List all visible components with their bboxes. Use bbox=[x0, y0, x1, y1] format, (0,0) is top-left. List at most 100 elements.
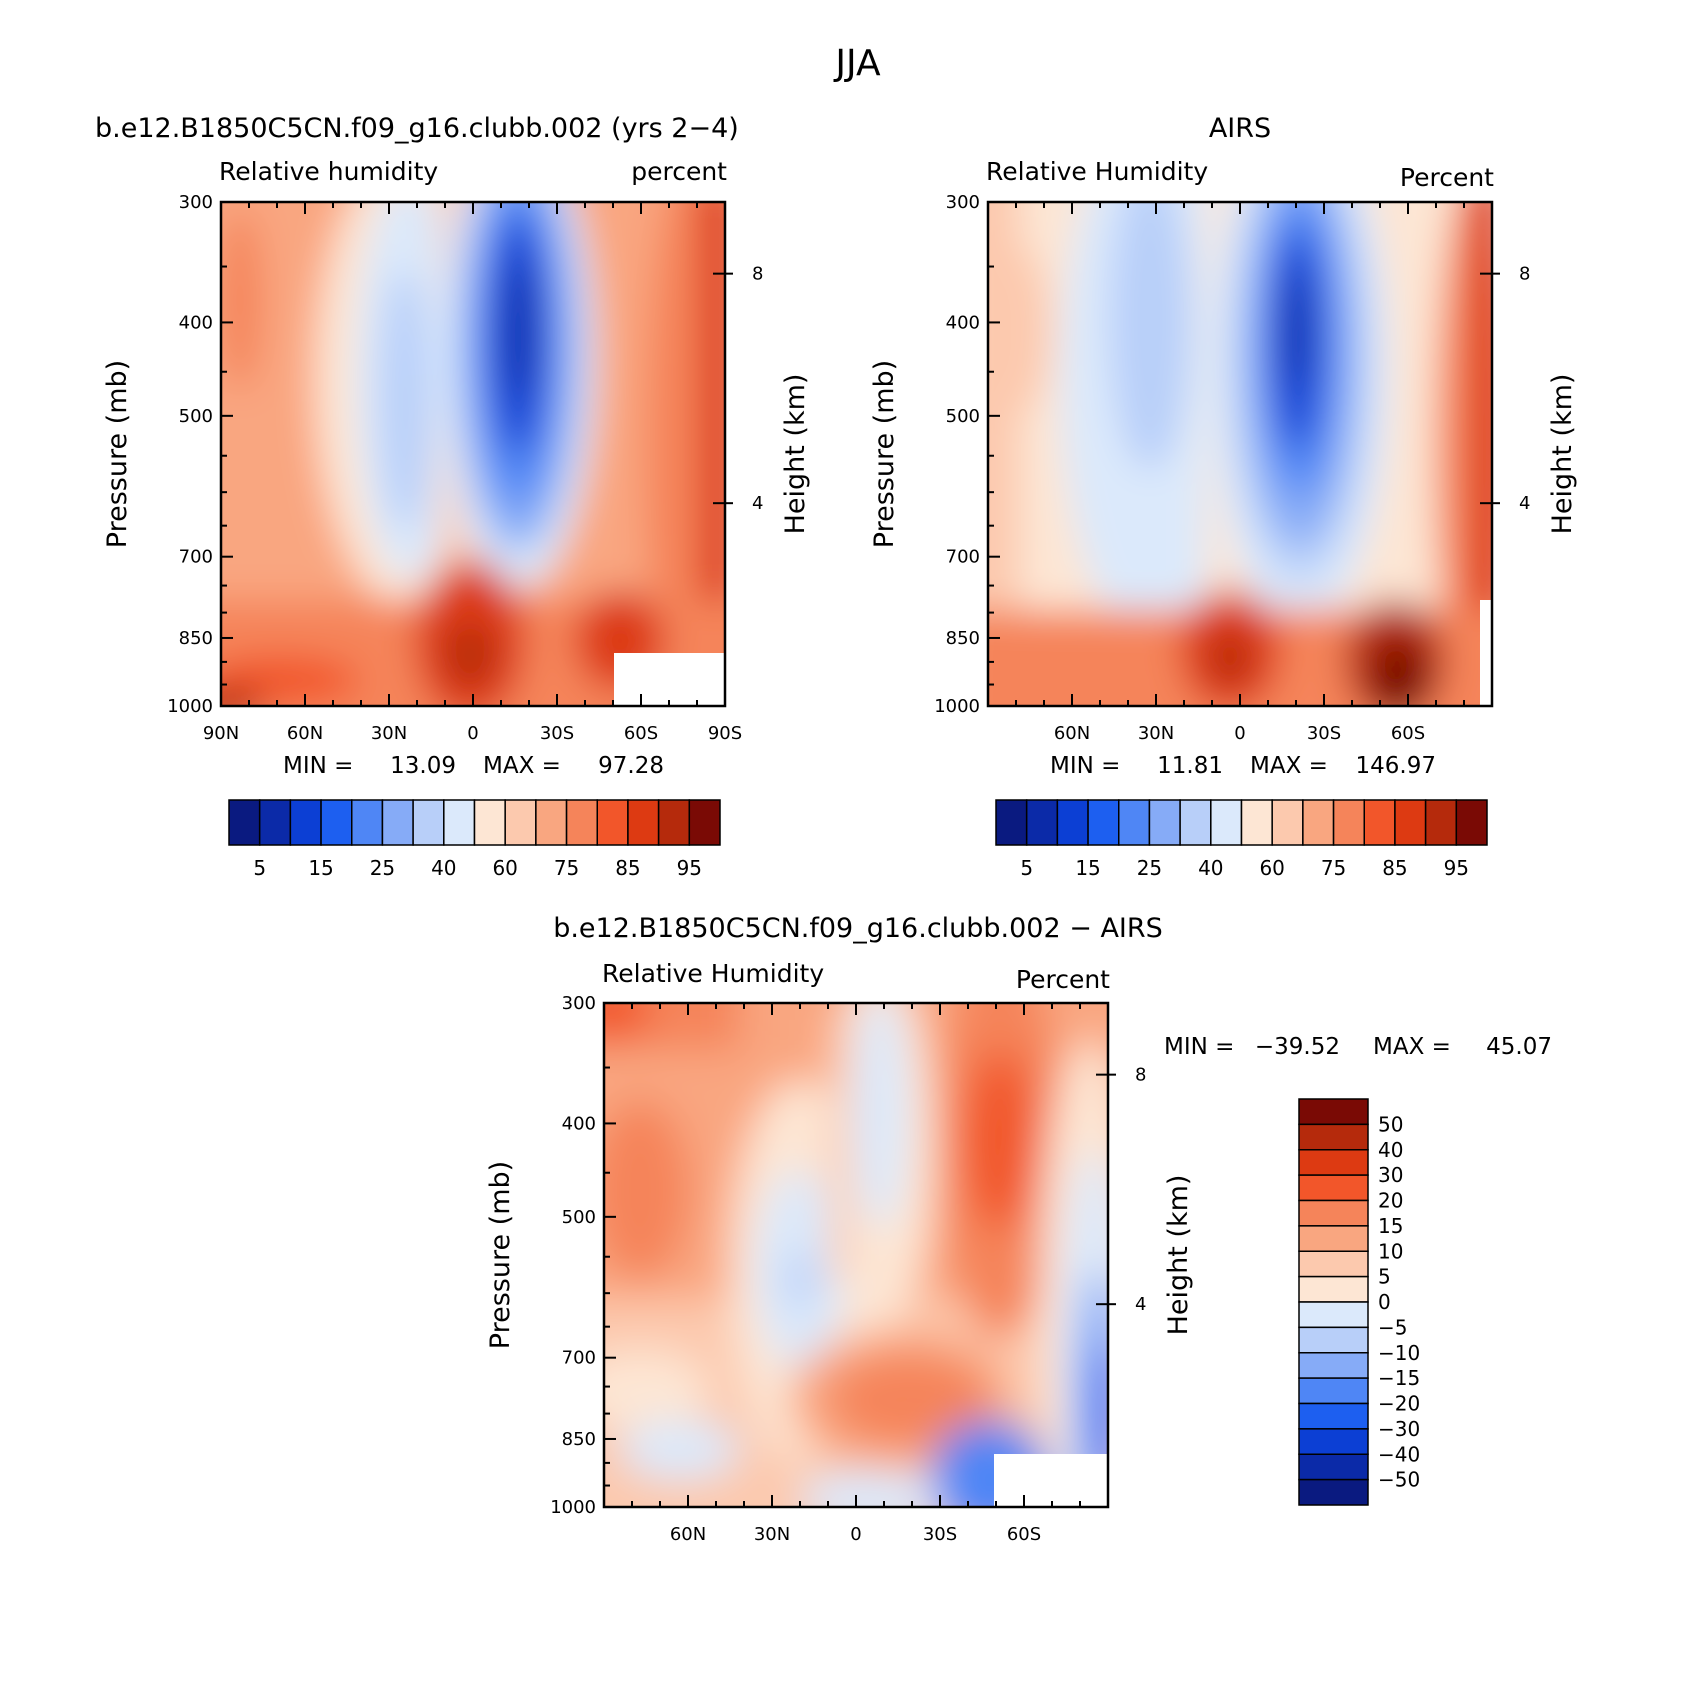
min-label-model: MIN = bbox=[283, 753, 353, 779]
colorbar-box bbox=[1298, 1478, 1369, 1506]
colorbar-label: 60 bbox=[1259, 856, 1284, 880]
colorbar-box bbox=[473, 799, 506, 846]
colorbar-box bbox=[565, 799, 598, 846]
colorbar-obs: 5 15 25 40 60 75 85 95 bbox=[995, 799, 1488, 880]
units-label-model: percent bbox=[631, 157, 727, 186]
colorbar-box bbox=[1298, 1123, 1369, 1151]
min-label-diff: MIN = bbox=[1164, 1034, 1234, 1060]
x-ticks-model: 90N 60N 30N 0 30S 60S 90S bbox=[203, 202, 742, 744]
colorbar-label: 25 bbox=[370, 856, 395, 880]
colorbar-box bbox=[1148, 799, 1181, 846]
panel-obs: AIRS Relative Humidity Percent bbox=[869, 113, 1578, 880]
colorbar-label: −20 bbox=[1378, 1392, 1420, 1416]
x-tick-label: 0 bbox=[1234, 723, 1245, 744]
variable-label-model: Relative humidity bbox=[219, 157, 438, 186]
colorbar-label: 15 bbox=[1075, 856, 1100, 880]
variable-label-obs: Relative Humidity bbox=[986, 157, 1208, 186]
colorbar-label: 10 bbox=[1378, 1239, 1403, 1263]
colorbar-box bbox=[1332, 799, 1365, 846]
colorbar-box bbox=[1298, 1275, 1369, 1303]
y-axis-title-obs: Pressure (mb) bbox=[869, 360, 900, 548]
colorbar-box bbox=[1298, 1149, 1369, 1176]
min-value-obs: 11.81 bbox=[1157, 753, 1223, 779]
colorbar-label: 75 bbox=[554, 856, 579, 880]
max-label-diff: MAX = bbox=[1373, 1034, 1451, 1060]
stats-obs: MIN = 11.81 MAX = 146.97 bbox=[1050, 753, 1436, 779]
colorbar-box bbox=[535, 799, 568, 846]
colorbar-model: 5 15 25 40 60 75 85 95 bbox=[228, 799, 721, 880]
x-tick-label: 60N bbox=[287, 723, 323, 744]
colorbar-box bbox=[228, 799, 261, 846]
x-tick-label: 30N bbox=[371, 723, 407, 744]
colorbar-label: −5 bbox=[1378, 1315, 1407, 1339]
variable-label-diff: Relative Humidity bbox=[602, 959, 824, 988]
colorbar-label: 15 bbox=[1378, 1214, 1403, 1238]
y2-tick-label: 8 bbox=[1519, 264, 1530, 285]
colorbar-label: 75 bbox=[1321, 856, 1346, 880]
colorbar-box bbox=[1394, 799, 1427, 846]
y-tick-label: 500 bbox=[562, 1207, 596, 1228]
colorbar-label: 5 bbox=[253, 856, 266, 880]
min-value-diff: −39.52 bbox=[1255, 1034, 1340, 1060]
y2-tick-label: 4 bbox=[752, 493, 763, 514]
colorbar-box bbox=[627, 799, 660, 846]
y2-ticks-obs: 84 bbox=[1480, 264, 1530, 514]
colorbar-box bbox=[1056, 799, 1089, 846]
colorbar-label: −15 bbox=[1378, 1366, 1420, 1390]
x-tick-label: 0 bbox=[467, 723, 478, 744]
x-tick-label: 90S bbox=[708, 723, 742, 744]
panel-title-diff: b.e12.B1850C5CN.f09_g16.clubb.002 − AIRS bbox=[553, 913, 1163, 944]
colorbar-label: 30 bbox=[1378, 1163, 1403, 1187]
colorbar-box bbox=[1087, 799, 1120, 846]
x-tick-label: 30S bbox=[923, 1524, 957, 1545]
x-ticks-obs: 60N 30N 0 30S 60S bbox=[987, 202, 1493, 744]
y-axis-title-diff: Pressure (mb) bbox=[485, 1161, 516, 1349]
colorbar-box bbox=[504, 799, 537, 846]
max-label-model: MAX = bbox=[483, 753, 561, 779]
y-tick-label: 850 bbox=[946, 628, 980, 649]
panel-diff: b.e12.B1850C5CN.f09_g16.clubb.002 − AIRS… bbox=[485, 913, 1552, 1545]
colorbar-box bbox=[1025, 799, 1059, 846]
colorbar-box bbox=[1363, 799, 1396, 846]
colorbar-box bbox=[1298, 1199, 1369, 1227]
x-tick-label: 60S bbox=[1007, 1524, 1041, 1545]
min-label-obs: MIN = bbox=[1050, 753, 1120, 779]
min-value-model: 13.09 bbox=[390, 753, 456, 779]
stats-diff: MIN = −39.52 MAX = 45.07 bbox=[1164, 1034, 1552, 1060]
y2-tick-label: 4 bbox=[1135, 1294, 1146, 1315]
colorbar-box bbox=[1298, 1098, 1369, 1126]
colorbar-label: −30 bbox=[1378, 1417, 1420, 1441]
y-ticks-obs: 300 400 500 700 850 1000 bbox=[934, 192, 1000, 717]
x-tick-label: 60N bbox=[1054, 723, 1090, 744]
y-tick-label: 1000 bbox=[934, 696, 980, 717]
colorbar-label: 40 bbox=[431, 856, 456, 880]
x-tick-label: 60S bbox=[624, 723, 658, 744]
y-axis-title-model: Pressure (mb) bbox=[102, 360, 133, 548]
x-tick-label: 0 bbox=[850, 1524, 861, 1545]
colorbar-label: 0 bbox=[1378, 1290, 1391, 1314]
colorbar-box bbox=[995, 799, 1028, 846]
y-tick-label: 1000 bbox=[167, 696, 213, 717]
colorbar-label: 5 bbox=[1020, 856, 1033, 880]
panel-title-obs: AIRS bbox=[1209, 113, 1271, 144]
colorbar-label: −50 bbox=[1378, 1468, 1420, 1492]
colorbar-label: 5 bbox=[1378, 1265, 1391, 1289]
y2-tick-label: 8 bbox=[1135, 1065, 1146, 1086]
colorbar-box bbox=[1298, 1301, 1369, 1329]
max-value-model: 97.28 bbox=[598, 753, 664, 779]
y-tick-label: 1000 bbox=[550, 1497, 596, 1518]
colorbar-label: 25 bbox=[1137, 856, 1162, 880]
colorbar-box bbox=[1298, 1402, 1369, 1430]
y-tick-label: 500 bbox=[179, 406, 213, 427]
y-tick-label: 700 bbox=[946, 547, 980, 568]
x-tick-label: 30S bbox=[1307, 723, 1341, 744]
colorbar-box bbox=[412, 799, 445, 846]
colorbar-label: 50 bbox=[1378, 1112, 1403, 1136]
x-tick-label: 30N bbox=[1138, 723, 1174, 744]
panel-model: b.e12.B1850C5CN.f09_g16.clubb.002 (yrs 2… bbox=[95, 113, 811, 880]
y2-ticks-model: 84 bbox=[713, 264, 763, 514]
contour-field-model bbox=[221, 202, 725, 706]
colorbar-label: 20 bbox=[1378, 1189, 1403, 1213]
colorbar-box bbox=[1424, 799, 1458, 846]
